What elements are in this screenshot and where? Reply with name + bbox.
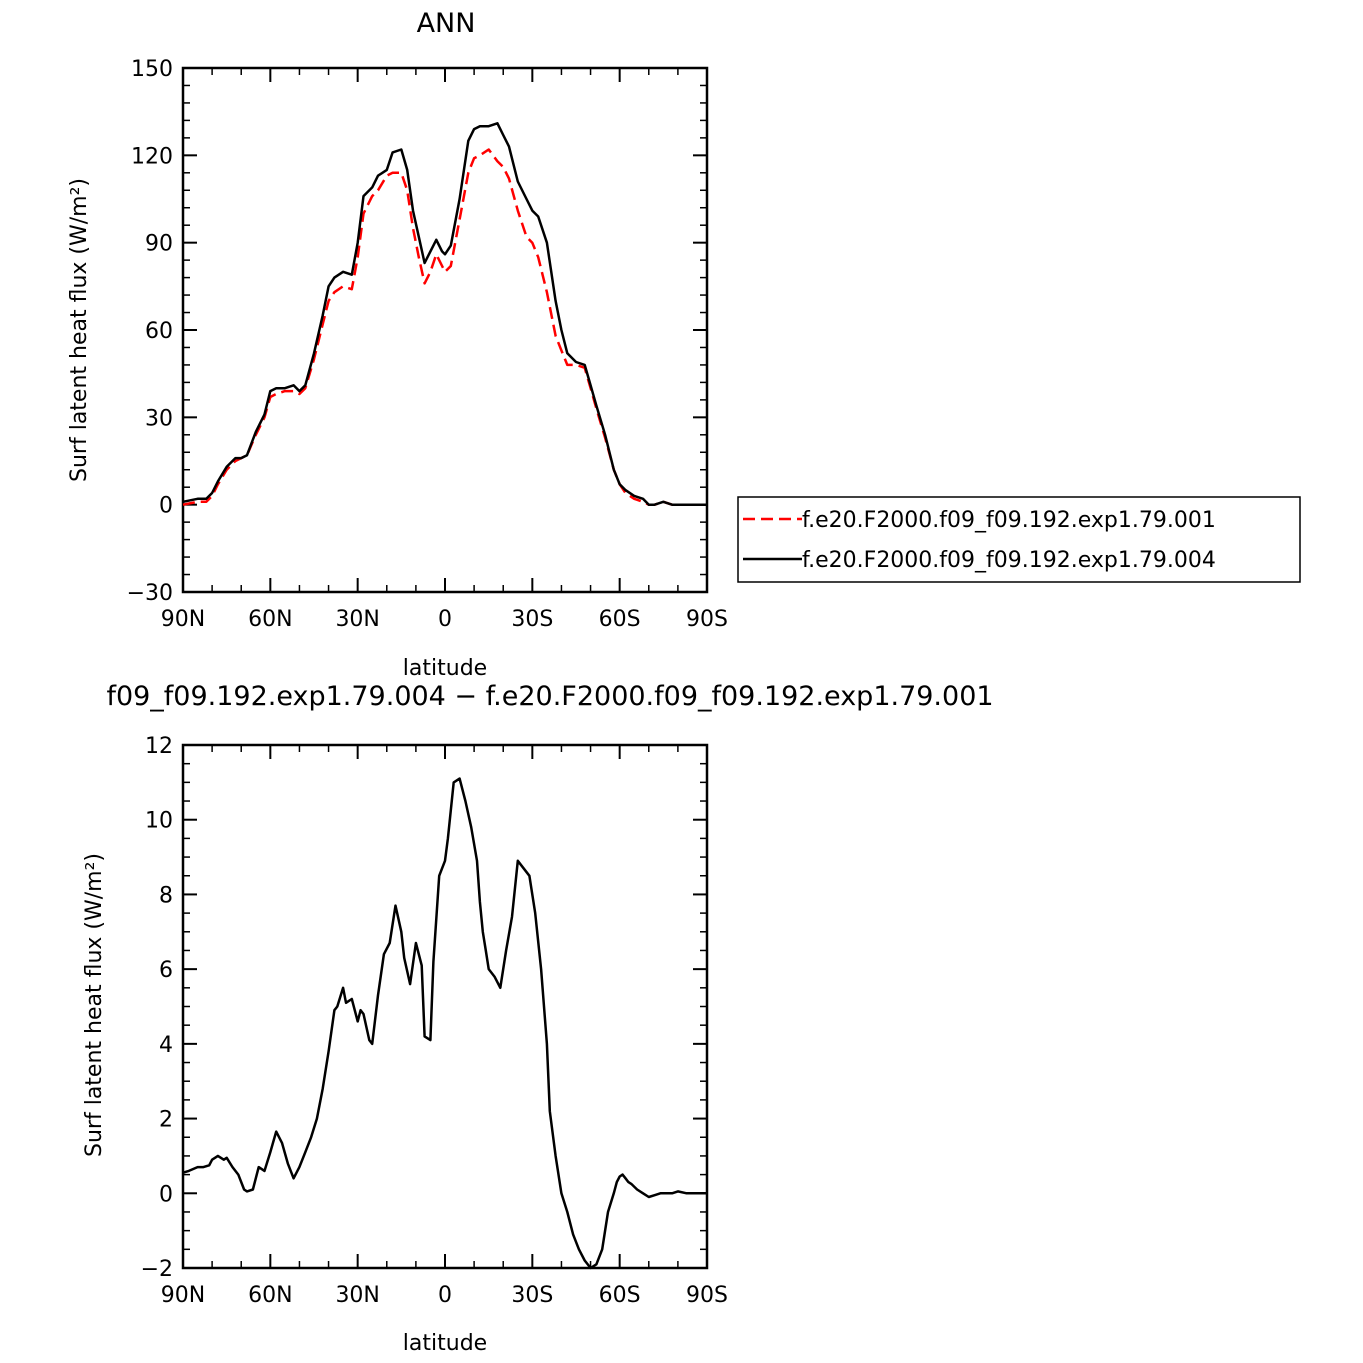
top-y-axis-label: Surf latent heat flux (W/m²) — [67, 178, 92, 482]
top-x-tick-label: 30N — [335, 607, 379, 632]
legend: f.e20.F2000.f09_f09.192.exp1.79.001 f.e2… — [737, 496, 1301, 583]
bottom-y-axis-label: Surf latent heat flux (W/m²) — [82, 853, 107, 1157]
bottom-series-line-1 — [182, 777, 707, 1270]
top-x-tick-label: 60N — [248, 607, 292, 632]
top-x-tick-label: 30S — [511, 607, 553, 632]
top-y-tick-label: 0 — [159, 494, 173, 519]
top-x-tick-label: 0 — [438, 607, 452, 632]
bottom-y-tick-label: 6 — [159, 958, 173, 983]
bottom-panel: f09_f09.192.exp1.79.004 − f.e20.F2000.f0… — [82, 681, 994, 1356]
bottom-y-tick-label: 8 — [159, 883, 173, 908]
top-x-tick-label: 90N — [161, 607, 205, 632]
bottom-x-tick-label: 60N — [248, 1283, 292, 1308]
top-series-line-1 — [182, 148, 707, 506]
legend-label-series-1: f.e20.F2000.f09_f09.192.exp1.79.001 — [802, 508, 1216, 533]
bottom-x-axis-label: latitude — [403, 1331, 487, 1356]
legend-box — [737, 496, 1301, 583]
top-series-line-2 — [182, 122, 707, 506]
top-y-tick-label: 30 — [145, 406, 173, 431]
bottom-x-tick-label: 90N — [161, 1283, 205, 1308]
bottom-y-tick-label: 12 — [145, 734, 173, 759]
top-y-tick-label: 60 — [145, 319, 173, 344]
bottom-y-tick-label: −2 — [141, 1257, 173, 1282]
top-y-tick-label: 90 — [145, 232, 173, 257]
bottom-y-tick-label: 10 — [145, 809, 173, 834]
bottom-y-tick-label: 2 — [159, 1108, 173, 1133]
bottom-chart-title: f09_f09.192.exp1.79.004 − f.e20.F2000.f0… — [106, 681, 993, 712]
top-plot-frame — [181, 66, 709, 594]
top-x-tick-label: 90S — [686, 607, 728, 632]
top-x-axis-label: latitude — [403, 656, 487, 681]
bottom-y-tick-label: 4 — [159, 1033, 173, 1058]
top-y-tick-label: 120 — [131, 144, 173, 169]
bottom-x-tick-label: 60S — [599, 1283, 641, 1308]
top-chart-title: ANN — [417, 8, 476, 39]
bottom-x-tick-label: 90S — [686, 1283, 728, 1308]
top-y-tick-label: −30 — [127, 581, 173, 606]
bottom-x-tick-label: 0 — [438, 1283, 452, 1308]
bottom-x-tick-label: 30S — [511, 1283, 553, 1308]
top-x-tick-label: 60S — [599, 607, 641, 632]
bottom-x-tick-label: 30N — [335, 1283, 379, 1308]
top-y-tick-label: 150 — [131, 57, 173, 82]
legend-label-series-2: f.e20.F2000.f09_f09.192.exp1.79.004 — [802, 548, 1216, 573]
bottom-plot-frame — [181, 743, 709, 1270]
bottom-y-tick-label: 0 — [159, 1182, 173, 1207]
